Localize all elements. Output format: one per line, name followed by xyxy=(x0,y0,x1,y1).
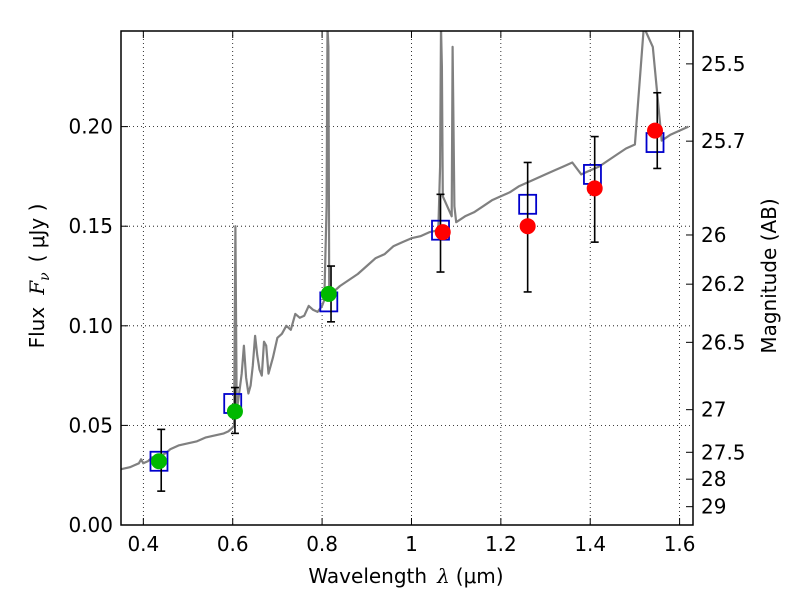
right-axis-label: Magnitude (AB) xyxy=(757,198,781,353)
y-axis-label-symbol: F xyxy=(25,280,49,296)
x-tick-label: 0.6 xyxy=(217,532,249,556)
magnitude-tick-label: 27 xyxy=(701,398,726,422)
y-axis-label-subscript: ν xyxy=(37,272,53,281)
x-tick-label: 0.4 xyxy=(127,532,159,556)
grid xyxy=(121,31,693,526)
x-axis-label: Wavelength λ (μm) xyxy=(308,564,503,588)
green-data-point xyxy=(226,403,243,420)
axes-frame xyxy=(120,30,694,526)
red-data-point xyxy=(586,180,603,197)
y-axis-label-text: Flux xyxy=(25,307,49,349)
magnitude-tick-label: 25.7 xyxy=(701,129,746,153)
x-tick-label: 1.2 xyxy=(485,532,517,556)
y-tick-label: 0.15 xyxy=(68,214,113,238)
magnitude-tick-label: 26.5 xyxy=(701,330,746,354)
y-tick-label: 0.10 xyxy=(68,314,113,338)
magnitude-tick-label: 27.5 xyxy=(701,440,746,464)
x-axis-label-symbol: λ xyxy=(436,564,450,588)
model-spectrum-line xyxy=(121,31,689,471)
ticks: 0.4 0.6 0.8 1 1.2 1.4 1.6 0.00 0.05 0.10 0.15 0.20 2… xyxy=(68,31,746,556)
plot-area xyxy=(121,31,689,492)
magnitude-tick-label: 25.5 xyxy=(701,52,746,76)
x-axis-label-units: (μm) xyxy=(456,564,504,588)
x-tick-label: 1.6 xyxy=(664,532,696,556)
x-tick-label: 1.4 xyxy=(574,532,606,556)
x-tick-label: 0.8 xyxy=(306,532,338,556)
x-tick-label: 1 xyxy=(405,532,418,556)
x-axis-label-text: Wavelength xyxy=(308,564,427,588)
red-data-point xyxy=(647,122,664,139)
y-tick-label: 0.20 xyxy=(68,115,113,139)
model-photometry-square xyxy=(149,450,169,472)
red-data-point xyxy=(519,218,536,235)
y-axis-label: Flux Fν ( μJy ) xyxy=(25,204,53,349)
green-data-point xyxy=(150,453,167,470)
magnitude-tick-label: 26.2 xyxy=(701,272,746,296)
red-data-point xyxy=(434,224,451,241)
magnitude-tick-label: 26 xyxy=(701,223,726,247)
green-data-point xyxy=(320,285,337,302)
y-tick-label: 0.05 xyxy=(68,413,113,437)
magnitude-tick-label: 28 xyxy=(701,467,726,491)
y-axis-label-units: ( μJy ) xyxy=(25,204,49,263)
y-tick-label: 0.00 xyxy=(68,513,113,537)
magnitude-tick-label: 29 xyxy=(701,495,726,519)
